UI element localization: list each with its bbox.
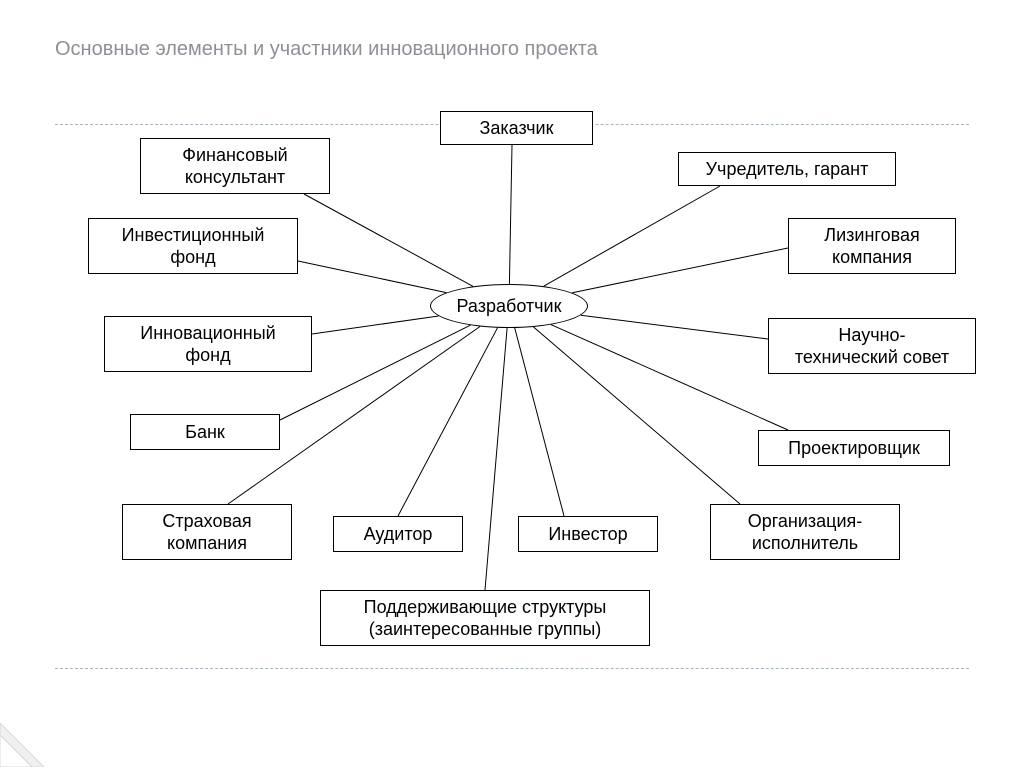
node-bank: Банк [130, 414, 280, 450]
page-curl-icon [0, 723, 44, 767]
edge-sci-council [581, 315, 768, 339]
node-customer: Заказчик [440, 111, 593, 145]
edge-investor [515, 328, 564, 516]
edge-executor [533, 327, 740, 504]
node-innov-fund: Инновационныйфонд [104, 316, 312, 372]
node-designer: Проектировщик [758, 430, 950, 466]
edge-customer [509, 145, 512, 284]
edge-support [485, 328, 507, 590]
edge-founder [544, 186, 720, 286]
edge-designer [551, 325, 788, 430]
node-sci-council: Научно-технический совет [768, 318, 976, 374]
node-support: Поддерживающие структуры(заинтересованны… [320, 590, 650, 646]
node-fin-consultant: Финансовыйконсультант [140, 138, 330, 194]
node-insurance: Страховаякомпания [122, 504, 292, 560]
node-executor: Организация-исполнитель [710, 504, 900, 560]
node-investor: Инвестор [518, 516, 658, 552]
node-founder: Учредитель, гарант [678, 152, 896, 186]
node-auditor: Аудитор [333, 516, 463, 552]
edge-invest-fund [298, 261, 446, 293]
edge-fin-consultant [304, 194, 473, 286]
node-developer: Разработчик [430, 284, 588, 328]
node-invest-fund: Инвестиционныйфонд [88, 218, 298, 274]
node-leasing: Лизинговаякомпания [788, 218, 956, 274]
edge-leasing [572, 248, 788, 293]
edge-innov-fund [312, 316, 439, 334]
edge-auditor [398, 328, 498, 516]
